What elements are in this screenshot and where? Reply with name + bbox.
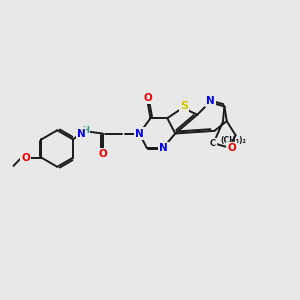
Text: C: C — [210, 139, 216, 148]
Text: N: N — [159, 142, 168, 153]
Text: H: H — [82, 126, 89, 135]
Text: O: O — [21, 153, 30, 163]
Text: N: N — [76, 128, 85, 139]
Text: S: S — [180, 101, 188, 111]
Text: O: O — [143, 93, 152, 103]
Text: N: N — [135, 128, 144, 139]
Text: N: N — [206, 96, 214, 106]
Text: O: O — [98, 149, 107, 159]
Text: O: O — [227, 142, 236, 153]
Text: (CH₃)₂: (CH₃)₂ — [220, 136, 246, 145]
